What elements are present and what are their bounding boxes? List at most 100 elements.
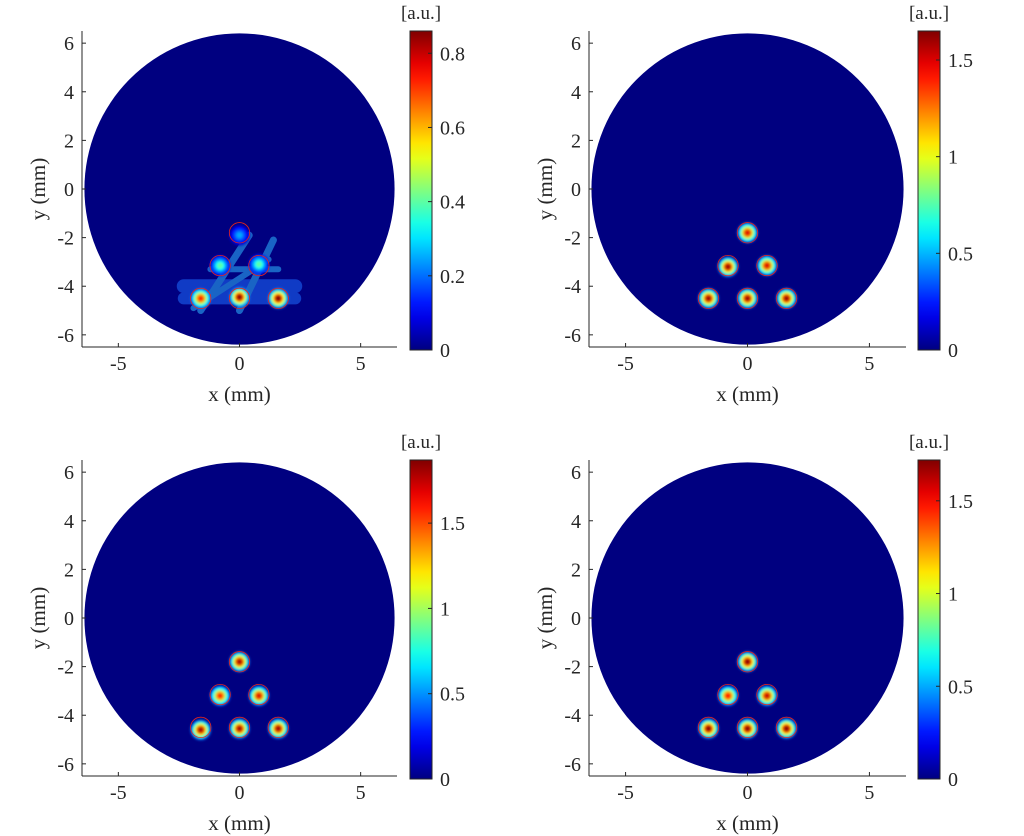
x-axis-label: x (mm)	[208, 382, 270, 406]
target-circle-2	[717, 683, 739, 706]
y-tick-label-7: -6	[57, 754, 74, 776]
target-circle-1	[228, 222, 251, 244]
colorbar-unit: [a.u.]	[909, 432, 949, 453]
spot-4-ring-5	[197, 726, 204, 733]
x-axis-label: x (mm)	[208, 811, 270, 835]
spot-6	[268, 718, 289, 739]
target-circle-5	[228, 287, 251, 309]
spot-3	[248, 685, 270, 706]
y-tick-label-7: -6	[564, 754, 581, 776]
target-circle-2	[209, 683, 231, 706]
colorbar-tick-label-2: 1	[948, 584, 958, 606]
target-circle-4	[697, 287, 720, 309]
imaging-field	[591, 462, 904, 774]
target-circle-4	[697, 716, 720, 738]
colorbar: [a.u.] 0.8 0.6 0.4 0.2 0	[401, 3, 465, 362]
spot-3	[756, 685, 778, 706]
x-tick-label-3: 5	[864, 353, 874, 375]
target-circle-4	[190, 716, 212, 738]
y-tick-label-2: 4	[571, 511, 581, 533]
chart-panel-3: -5 0 5 6 4 2 0 -2 -4 -6 x (mm) y (mm) [a.u.] 1.5 1 0.5 0	[26, 432, 465, 835]
y-axis-label: y (mm)	[26, 587, 50, 649]
target-circle-1	[736, 651, 759, 673]
spot-1-ring-5	[236, 658, 243, 665]
imaging-field	[84, 462, 395, 774]
spot-2-ring-5	[725, 263, 731, 270]
colorbar-tick-label-3: 0.5	[948, 676, 973, 698]
spot-3	[268, 288, 289, 309]
y-tick-label-6: -4	[57, 276, 74, 298]
colorbar-tick-label-1: 1.5	[948, 50, 973, 72]
spot-2	[209, 685, 231, 706]
spot-6	[776, 288, 797, 309]
x-tick-label-1: -5	[110, 353, 127, 375]
y-tick-label-6: -4	[57, 705, 74, 727]
target-circle-3	[756, 683, 778, 706]
colorbar: [a.u.] 1.5 1 0.5 0	[909, 3, 973, 362]
y-tick-label-3: 2	[571, 130, 581, 152]
x-tick-label-2: 0	[743, 782, 753, 804]
y-tick-label-2: 4	[64, 511, 74, 533]
spot-1	[737, 222, 758, 243]
x-tick-label-2: 0	[235, 782, 245, 804]
target-circle-5	[228, 716, 251, 738]
colorbar-tick-label-2: 1	[948, 147, 958, 169]
spot-5	[737, 288, 758, 309]
spot-2-ring-5	[725, 692, 731, 699]
x-axis-label: x (mm)	[716, 382, 778, 406]
target-circle-4	[190, 287, 212, 309]
target-circle-5	[736, 716, 759, 738]
target-circle-1	[736, 222, 759, 244]
target-circle-6	[267, 287, 289, 309]
x-tick-label-1: -5	[617, 353, 634, 375]
spot-5-ring-5	[744, 725, 751, 732]
spot-6	[229, 224, 250, 246]
spot-3-ring-5	[764, 262, 770, 269]
y-tick-label-1: 6	[64, 33, 74, 55]
colorbar-tick-label-1: 1.5	[440, 513, 465, 535]
spot-6	[776, 718, 797, 739]
colorbar-gradient	[409, 30, 433, 351]
colorbar-gradient	[917, 30, 941, 351]
colorbar-tick-label-4: 0	[948, 340, 958, 362]
spot-5-ring-5	[255, 261, 262, 268]
spot-2	[717, 256, 739, 277]
colorbar-unit: [a.u.]	[909, 3, 949, 24]
y-tick-label-2: 4	[571, 82, 581, 104]
colorbar-tick-label-3: 0.4	[440, 192, 465, 214]
y-tick-label-2: 4	[64, 82, 74, 104]
y-axis-label: y (mm)	[533, 158, 557, 220]
x-tick-label-1: -5	[617, 782, 634, 804]
target-circle-2	[209, 254, 231, 277]
spot-6-ring-5	[783, 725, 790, 732]
spot-4	[190, 719, 211, 741]
imaging-field	[591, 33, 904, 345]
spot-3-ring-5	[764, 692, 770, 699]
y-tick-label-7: -6	[564, 325, 581, 347]
colorbar-tick-label-4: 0	[440, 769, 450, 791]
spot-4-ring-5	[705, 295, 712, 302]
target-circle-1	[228, 651, 251, 673]
colorbar-tick-label-2: 0.6	[440, 117, 465, 139]
spot-1-ring-5	[744, 229, 751, 236]
spot-1	[190, 288, 211, 309]
x-tick-label-1: -5	[110, 782, 127, 804]
spot-3-ring-5	[255, 692, 262, 699]
colorbar-tick-label-3: 0.5	[440, 684, 465, 706]
x-tick-label-3: 5	[864, 782, 874, 804]
y-tick-label-6: -4	[564, 276, 581, 298]
y-tick-label-4: 0	[571, 179, 581, 201]
y-tick-label-5: -2	[57, 228, 74, 250]
spot-2	[717, 685, 739, 706]
y-tick-label-4: 0	[571, 608, 581, 630]
y-tick-label-1: 6	[64, 462, 74, 484]
spot-2-ring-5	[217, 692, 224, 699]
x-axis-label: x (mm)	[716, 811, 778, 835]
colorbar-tick-label-5: 0	[440, 340, 450, 362]
colorbar-tick-label-2: 1	[440, 598, 450, 620]
y-tick-label-1: 6	[571, 33, 581, 55]
chart-panel-4: -5 0 5 6 4 2 0 -2 -4 -6 x (mm) y (mm) [a.u.] 1.5 1 0.5 0	[533, 432, 973, 835]
target-circle-3	[248, 683, 270, 706]
spot-1-ring-5	[744, 658, 751, 665]
y-tick-label-5: -2	[57, 657, 74, 679]
